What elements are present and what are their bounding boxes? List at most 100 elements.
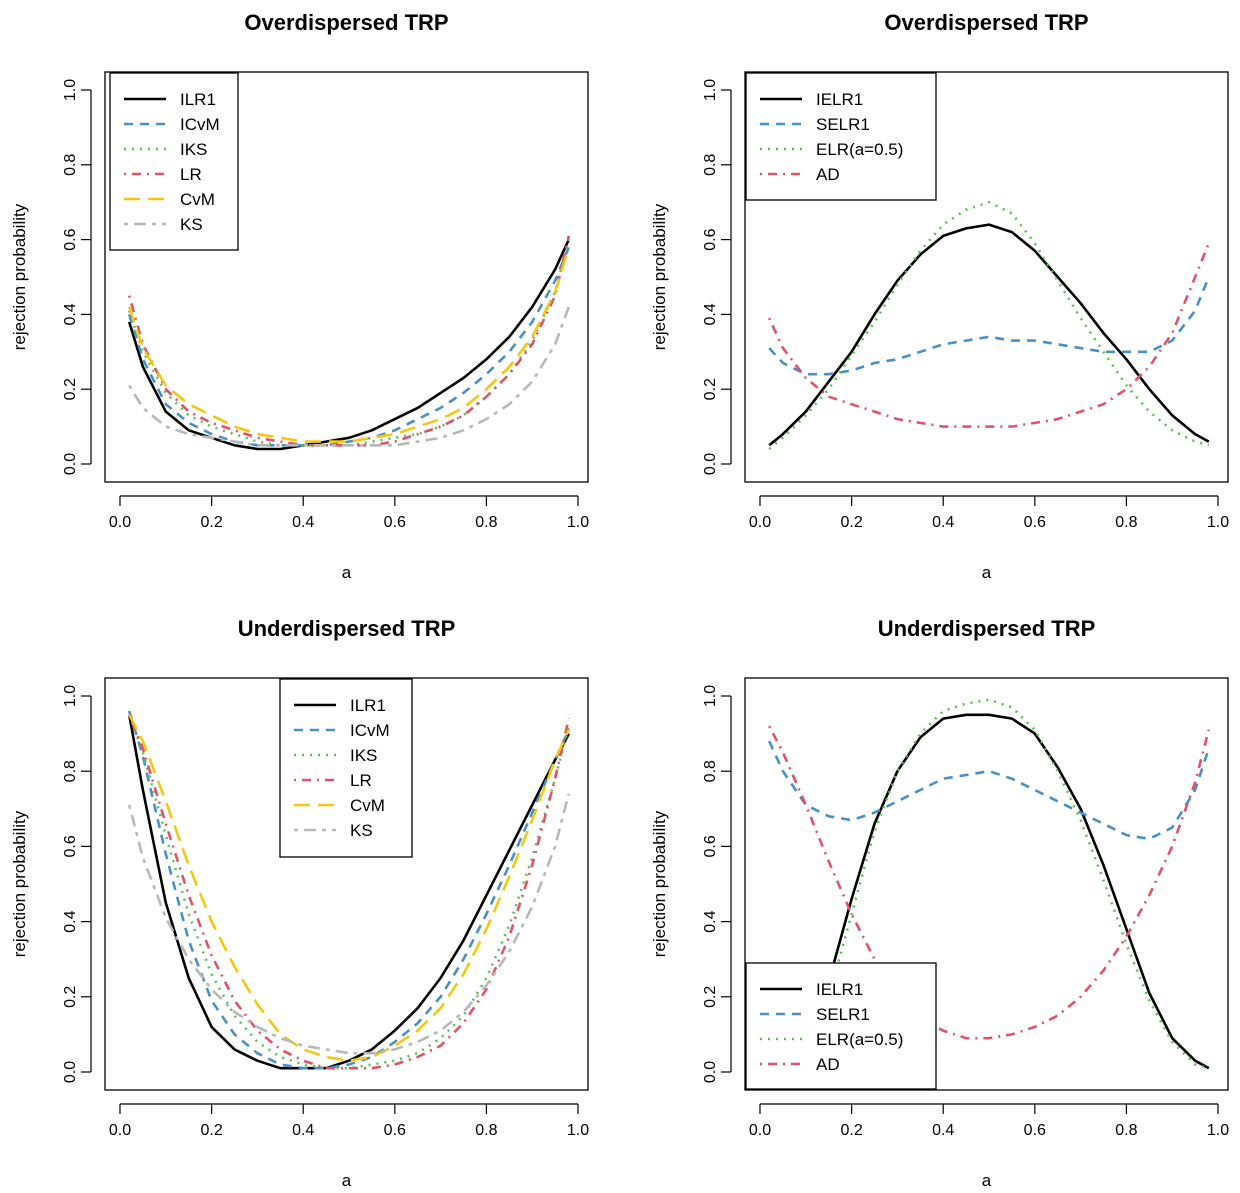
y-tick-label: 0.8 [702, 154, 719, 176]
x-tick-label: 0.8 [475, 1122, 497, 1139]
legend-label: AD [816, 1055, 840, 1074]
chart-panel-1: Overdispersed TRP 0.0 0.2 0.4 0.6 0.8 1.0 a 0.0 0… [10, 10, 589, 582]
series-line-icvm [127, 246, 571, 447]
legend-label: KS [180, 215, 203, 234]
x-axis-label: a [982, 1171, 992, 1188]
x-tick-label: 0.4 [292, 1122, 314, 1139]
x-tick-label: 0.0 [109, 1122, 131, 1139]
x-tick-label: 0.8 [475, 514, 497, 531]
y-tick-label: 0.6 [62, 228, 79, 250]
plot-frame [744, 677, 1229, 1091]
legend-label: IELR1 [816, 980, 863, 999]
y-tick-label: 0.4 [62, 910, 79, 932]
x-tick-label: 1.0 [567, 1122, 589, 1139]
plot-frame [104, 71, 589, 483]
y-tick-label: 1.0 [62, 685, 79, 707]
series-line-selr1 [768, 740, 1211, 841]
series-line-elr-a-0-5- [768, 200, 1210, 451]
y-tick-label: 0.2 [702, 986, 719, 1008]
legend-label: ILR1 [180, 90, 216, 109]
x-tick-label: 0.4 [932, 1122, 954, 1139]
x-axis-label: a [982, 563, 992, 582]
series-line-ilr1 [127, 239, 570, 451]
x-tick-label: 0.0 [749, 1122, 771, 1139]
legend-label: SELR1 [816, 115, 870, 134]
x-tick-label: 0.4 [292, 514, 314, 531]
chart-panel-2: Overdispersed TRP 0.0 0.2 0.4 0.6 0.8 1.0 a 0.0 0… [650, 10, 1229, 582]
chart-title: Overdispersed TRP [884, 10, 1088, 35]
legend-box [745, 962, 937, 1090]
y-tick-label: 0.0 [62, 453, 79, 475]
legend-label: LR [350, 771, 372, 790]
chart-title: Overdispersed TRP [244, 10, 448, 35]
y-tick-label: 0.0 [62, 1061, 79, 1083]
legend-label: SELR1 [816, 1005, 870, 1024]
x-tick-label: 0.2 [840, 1122, 862, 1139]
x-tick-label: 1.0 [1207, 1122, 1229, 1139]
y-tick-label: 0.2 [62, 378, 79, 400]
y-tick-label: 0.6 [702, 228, 719, 250]
legend-label: ICvM [350, 721, 390, 740]
x-tick-label: 1.0 [567, 514, 589, 531]
series-line-icvm [127, 710, 570, 1070]
y-tick-label: 0.0 [702, 453, 719, 475]
series-line-lr [127, 714, 571, 1070]
series-line-ks [128, 306, 571, 447]
legend-label: LR [180, 165, 202, 184]
y-tick-label: 0.8 [62, 760, 79, 782]
legend-label: ILR1 [350, 696, 386, 715]
y-tick-label: 0.8 [702, 760, 719, 782]
legend-label: IELR1 [816, 90, 863, 109]
x-tick-label: 0.8 [1115, 1122, 1137, 1139]
x-tick-label: 0.6 [1024, 514, 1046, 531]
x-tick-label: 0.6 [1024, 1122, 1046, 1139]
y-tick-label: 0.2 [62, 986, 79, 1008]
series-line-ielr1 [768, 223, 1210, 447]
chart-panel-4: Underdispersed TRP 0.0 0.2 0.4 0.6 0.8 1.0 a 0.0… [650, 616, 1229, 1190]
y-tick-label: 0.4 [62, 303, 79, 325]
chart-title: Underdispersed TRP [878, 616, 1096, 641]
legend-box [109, 72, 239, 251]
x-tick-label: 1.0 [1207, 514, 1229, 531]
series-line-cvm [128, 714, 570, 1062]
x-tick-label: 0.2 [840, 514, 862, 531]
series-line-ielr1 [769, 713, 1210, 1074]
x-tick-label: 0.8 [1115, 514, 1137, 531]
legend: IELR1 SELR1 ELR(a=0.5) AD [745, 72, 937, 201]
series-line-lr [127, 235, 571, 447]
y-axis-label: rejection probability [650, 203, 669, 350]
x-tick-label: 0.2 [200, 514, 222, 531]
legend-label: CvM [350, 796, 385, 815]
series-line-ad [768, 242, 1211, 428]
y-axis-label: rejection probability [10, 810, 29, 957]
legend-label: ELR(a=0.5) [816, 140, 903, 159]
y-tick-label: 0.0 [702, 1061, 719, 1083]
legend-label: AD [816, 165, 840, 184]
y-tick-label: 0.6 [702, 835, 719, 857]
series-line-selr1 [768, 276, 1211, 376]
legend-label: IKS [180, 140, 207, 159]
x-tick-label: 0.0 [749, 514, 771, 531]
legend-label: KS [350, 821, 373, 840]
series-line-iks [127, 714, 571, 1070]
legend: IELR1 SELR1 ELR(a=0.5) AD [745, 962, 937, 1090]
x-axis-label: a [342, 563, 352, 582]
x-tick-label: 0.6 [384, 514, 406, 531]
y-axis-label: rejection probability [650, 810, 669, 957]
plot-frame [104, 677, 589, 1091]
x-axis-label: a [342, 1171, 352, 1188]
series-line-ad [768, 725, 1211, 1040]
series-line-ilr1 [127, 714, 570, 1070]
legend: ILR1 ICvM IKS LR CvM KS [109, 72, 239, 251]
legend-label: IKS [350, 746, 377, 765]
legend-box [279, 678, 413, 858]
legend-label: ICvM [180, 115, 220, 134]
legend-label: CvM [180, 190, 215, 209]
y-tick-label: 1.0 [702, 79, 719, 101]
x-tick-label: 0.4 [932, 514, 954, 531]
x-tick-label: 0.6 [384, 1122, 406, 1139]
y-tick-label: 1.0 [62, 79, 79, 101]
y-tick-label: 0.8 [62, 154, 79, 176]
